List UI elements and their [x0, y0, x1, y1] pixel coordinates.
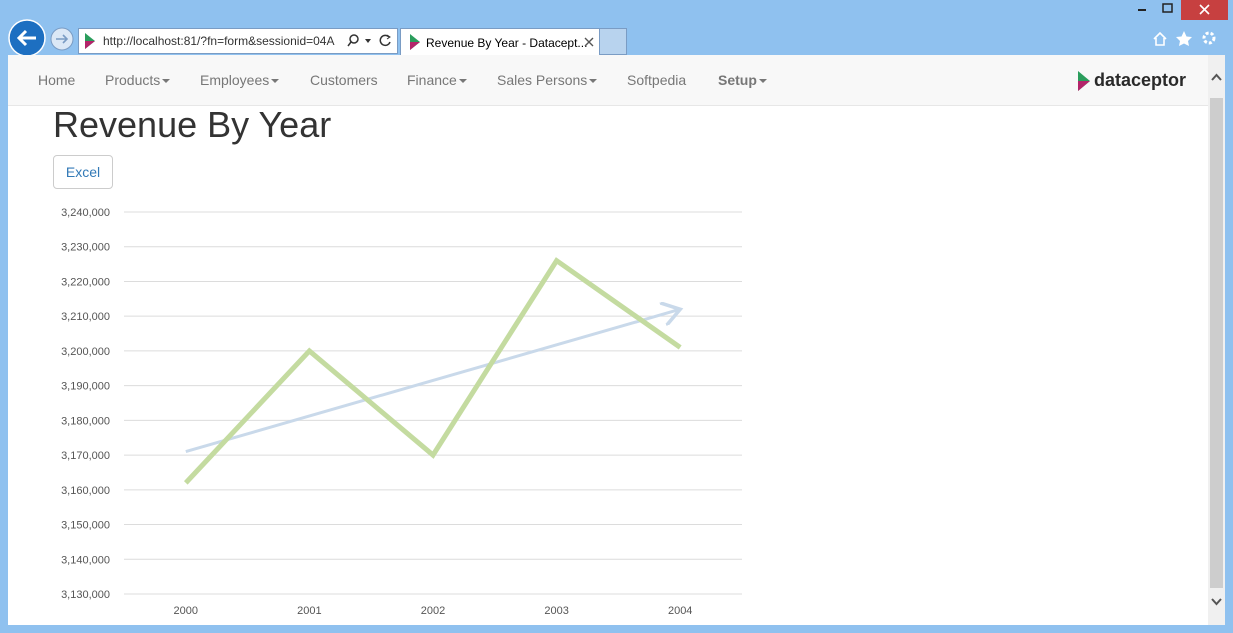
y-tick-label: 3,160,000: [61, 485, 110, 497]
logo-icon: [1078, 71, 1090, 91]
url-icons: [347, 34, 391, 47]
nav-buttons: [8, 19, 74, 57]
y-tick-label: 3,130,000: [61, 589, 110, 601]
nav-label: Products: [105, 72, 161, 88]
nav-dropdown[interactable]: Setup: [718, 72, 767, 88]
x-tick-label: 2001: [297, 605, 321, 617]
x-tick-label: 2002: [421, 605, 445, 617]
y-tick-label: 3,230,000: [61, 242, 110, 254]
browser-tab[interactable]: Revenue By Year - Datacept...: [400, 28, 600, 55]
data-line: [183, 257, 682, 485]
caret: [271, 79, 280, 84]
nav-label: Softpedia: [627, 72, 687, 88]
nav-label: Setup: [718, 72, 757, 88]
nav-label: Employees: [200, 72, 270, 88]
y-tick-label: 3,140,000: [61, 554, 110, 566]
nav-link[interactable]: Softpedia: [627, 72, 686, 88]
maximize-button[interactable]: [1162, 3, 1173, 13]
back-arrow: [16, 29, 36, 47]
caret: [758, 79, 767, 84]
caret: [589, 79, 598, 84]
tab-icon: [410, 34, 420, 50]
home-icon[interactable]: [1153, 31, 1167, 46]
window-controls: [1138, 0, 1228, 46]
caret: [162, 79, 171, 84]
page-title: Revenue By Year: [53, 104, 332, 145]
nav-link[interactable]: Customers: [310, 72, 378, 88]
y-tick-label: 3,170,000: [61, 450, 110, 462]
y-tick-label: 3,210,000: [61, 311, 110, 323]
forward-arrow: [56, 34, 69, 44]
chart: 3,130,000 3,140,000 3,150,000 3,160,000 3,17…: [61, 207, 742, 617]
navbar: [8, 55, 1208, 106]
y-tick-label: 3,220,000: [61, 276, 110, 288]
minimize-button[interactable]: [1138, 9, 1146, 11]
y-tick-label: 3,200,000: [61, 346, 110, 358]
nav-label: Finance: [407, 72, 457, 88]
y-tick-label: 3,180,000: [61, 415, 110, 427]
trend-line: [185, 309, 680, 454]
nav-label: Home: [38, 72, 76, 88]
site-icon: [85, 33, 95, 49]
nav-dropdown[interactable]: Finance: [407, 72, 467, 88]
scroll-arrows: [1211, 73, 1222, 606]
tab-title: Revenue By Year - Datacept...: [426, 36, 588, 50]
close-icon: [1199, 4, 1210, 15]
new-tab[interactable]: [599, 28, 627, 55]
x-tick-label: 2004: [668, 605, 692, 617]
y-tick-label: 3,150,000: [61, 520, 110, 532]
caret: [458, 79, 467, 84]
logo[interactable]: dataceptor: [1094, 70, 1187, 90]
nav-dropdown[interactable]: Employees: [200, 72, 280, 88]
page-content: [8, 55, 1208, 625]
x-tick-label: 2003: [544, 605, 568, 617]
address-bar[interactable]: http://localhost:81/?fn=form&sessionid=0…: [78, 28, 398, 54]
nav-dropdown[interactable]: Products: [105, 72, 171, 88]
settings-icon[interactable]: [1202, 31, 1216, 45]
nav-dropdown[interactable]: Sales Persons: [497, 72, 598, 88]
url-text: http://localhost:81/?fn=form&sessionid=0…: [103, 34, 335, 48]
nav-label: Customers: [310, 72, 378, 88]
y-tick-label: 3,240,000: [61, 207, 110, 219]
nav-link[interactable]: Home: [38, 72, 75, 88]
favorites-icon[interactable]: [1176, 31, 1192, 46]
scrollbar-thumb[interactable]: [1210, 98, 1223, 588]
nav-label: Sales Persons: [497, 72, 588, 88]
excel-button[interactable]: Excel: [53, 155, 113, 189]
y-tick-label: 3,190,000: [61, 381, 110, 393]
tab-close[interactable]: [584, 37, 594, 47]
x-tick-label: 2000: [174, 605, 198, 617]
